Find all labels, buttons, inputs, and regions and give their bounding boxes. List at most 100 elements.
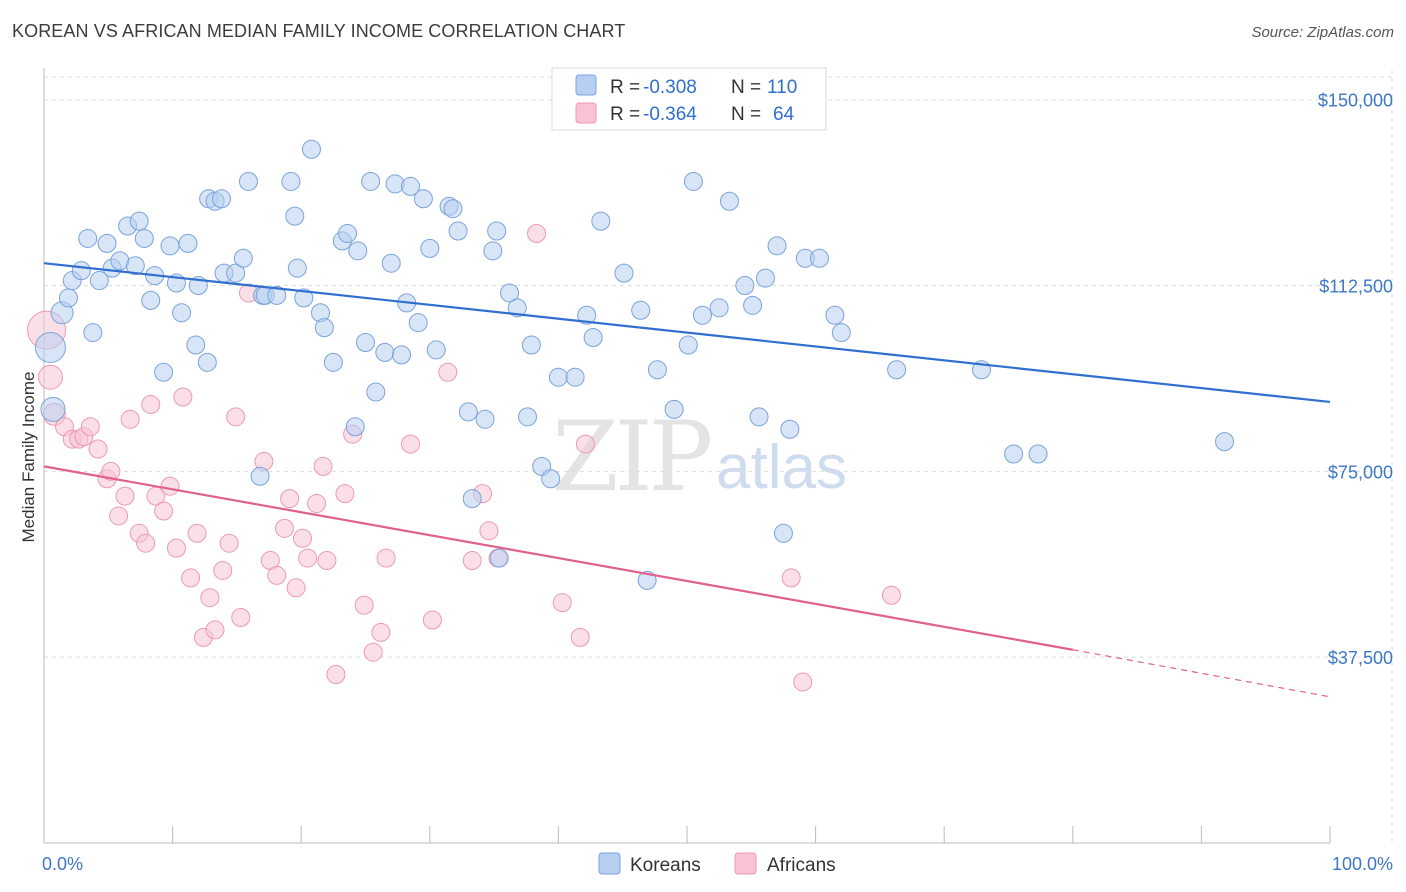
legend-n-value-africans: 64 — [773, 104, 795, 125]
korean-point — [692, 305, 712, 325]
korean-point — [345, 417, 365, 437]
african-point — [154, 501, 174, 521]
african-point — [462, 551, 482, 571]
african-point — [101, 461, 121, 481]
korean-point — [314, 318, 334, 338]
african-point — [570, 627, 590, 647]
korean-point — [420, 238, 440, 258]
korean-point — [443, 199, 463, 219]
african-point — [575, 434, 595, 454]
african-point — [354, 595, 374, 615]
korean-point — [541, 469, 561, 489]
korean-point — [348, 241, 368, 261]
african-point — [187, 523, 207, 543]
african-point — [213, 560, 233, 580]
korean-point — [125, 256, 145, 276]
african-point — [173, 387, 193, 407]
correlation-legend: R = -0.308 N = 110 R = -0.364 N = 64 — [551, 67, 827, 131]
african-point — [231, 608, 251, 628]
korean-point — [83, 323, 103, 343]
african-point — [552, 593, 572, 613]
korean-point — [743, 295, 763, 315]
korean-point — [637, 570, 657, 590]
african-point — [317, 551, 337, 571]
korean-point — [238, 171, 258, 191]
african-point — [313, 456, 333, 476]
african-point — [292, 528, 312, 548]
y-tick-labels: $37,500 $75,000 $112,500 $150,000 — [1318, 91, 1393, 668]
watermark-atlas: atlas — [716, 433, 847, 502]
african-trend-extension — [1072, 649, 1331, 698]
korean-point — [709, 298, 729, 318]
korean-point — [887, 360, 907, 380]
bottom-legend-swatch-africans — [734, 852, 757, 875]
legend-r-value-koreans: -0.308 — [643, 77, 697, 98]
bottom-legend-koreans: Koreans — [630, 855, 701, 876]
korean-point — [129, 211, 149, 231]
african-point — [88, 439, 108, 459]
korean-point — [337, 223, 357, 243]
korean-point — [294, 288, 314, 308]
korean-point — [507, 298, 527, 318]
korean-point — [500, 283, 520, 303]
y-tick-label: $150,000 — [1318, 91, 1393, 111]
african-point — [80, 417, 100, 437]
korean-point — [134, 228, 154, 248]
korean-point — [160, 236, 180, 256]
african-point — [219, 533, 239, 553]
african-point — [286, 578, 306, 598]
korean-point — [211, 189, 231, 209]
korean-point — [780, 419, 800, 439]
korean-point — [664, 399, 684, 419]
korean-point — [267, 285, 287, 305]
y-tick-label: $75,000 — [1328, 462, 1393, 482]
legend-n-value-koreans: 110 — [767, 77, 797, 98]
korean-point — [475, 409, 495, 429]
african-point — [166, 538, 186, 558]
gridlines — [44, 70, 1393, 843]
trendlines — [43, 262, 1331, 698]
legend-box — [551, 67, 827, 131]
korean-point — [755, 268, 775, 288]
korean-point — [34, 331, 66, 363]
korean-point — [361, 171, 381, 191]
korean-point — [366, 382, 386, 402]
african-point — [141, 394, 161, 414]
korean-point — [154, 362, 174, 382]
african-point — [205, 620, 225, 640]
korean-point — [462, 489, 482, 509]
korean-point — [381, 253, 401, 273]
african-point — [136, 533, 156, 553]
korean-point — [583, 328, 603, 348]
african-point — [335, 484, 355, 504]
korean-point — [97, 233, 117, 253]
korean-point — [40, 396, 66, 422]
african-point — [280, 489, 300, 509]
korean-point — [719, 191, 739, 211]
korean-point — [375, 342, 395, 362]
korean-point — [392, 345, 412, 365]
african-trend-line — [43, 465, 1073, 651]
african-point — [881, 585, 901, 605]
korean-point — [614, 263, 634, 283]
korean-point — [487, 221, 507, 241]
korean-point — [408, 313, 428, 333]
korean-point — [172, 303, 192, 323]
african-point — [200, 588, 220, 608]
korean-point — [78, 228, 98, 248]
korean-points — [34, 100, 1235, 590]
african-point — [371, 622, 391, 642]
korean-point — [178, 233, 198, 253]
bottom-legend-africans: Africans — [767, 855, 836, 876]
african-point — [181, 568, 201, 588]
korean-point — [548, 367, 568, 387]
african-point — [160, 476, 180, 496]
korean-point — [521, 335, 541, 355]
african-point — [793, 672, 813, 692]
korean-point — [89, 271, 109, 291]
korean-point — [285, 206, 305, 226]
korean-point — [767, 236, 787, 256]
legend-r-label-africans: R = — [610, 104, 640, 125]
korean-point — [831, 323, 851, 343]
african-point — [781, 568, 801, 588]
